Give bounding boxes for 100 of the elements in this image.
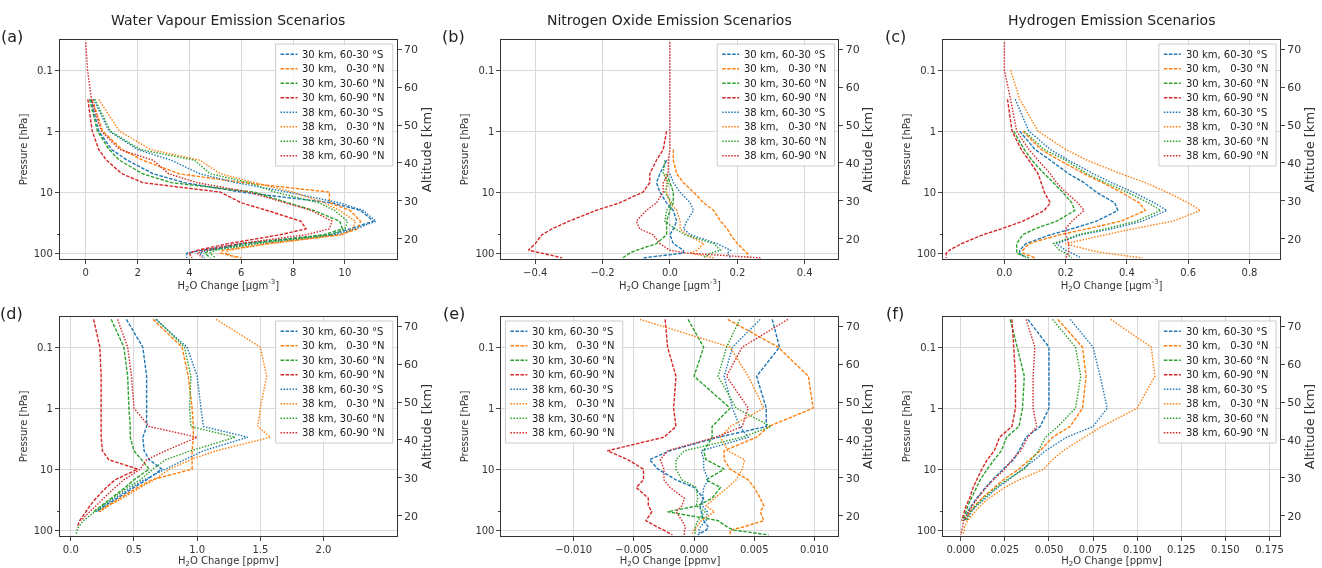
y2-axis-title: Altitude [km] <box>860 106 876 193</box>
x-tick-label: −0.2 <box>590 267 615 278</box>
x-tick-label: 0.4 <box>1118 267 1135 278</box>
y2-tick-label: 70 <box>845 319 860 333</box>
y2-tick-label: 50 <box>404 118 418 132</box>
x-tick-label: 0.175 <box>1255 544 1284 555</box>
legend-label: 38 km, 60-90 °N <box>1186 427 1269 438</box>
legend-label: 30 km, 0-30 °N <box>302 340 385 351</box>
legend-label: 30 km, 0-30 °N <box>532 340 615 351</box>
y2-tick-label: 60 <box>1287 80 1302 94</box>
y2-tick-label: 30 <box>1287 471 1302 485</box>
y-tick-label: 100 <box>33 247 53 259</box>
x-tick-label: 0.5 <box>126 544 142 555</box>
y-tick-label: 1 <box>46 125 53 137</box>
y-tick-label: 10 <box>40 463 53 475</box>
y2-tick-label: 40 <box>845 433 860 447</box>
y-tick-label: 0.1 <box>920 341 937 353</box>
y-tick-label: 0.1 <box>36 64 53 76</box>
y2-tick-label: 30 <box>845 194 860 208</box>
x-tick-label: 0.025 <box>990 544 1020 555</box>
text: (a) <box>1 27 24 46</box>
text: (b) <box>442 27 465 46</box>
x-axis-title: H$_{2}$O Change [μgm$^{-3}$] <box>619 278 721 293</box>
legend-label: 30 km, 0-30 °N <box>1186 63 1269 74</box>
y2-tick-label: 50 <box>404 395 418 409</box>
y2-tick-label: 20 <box>845 232 860 246</box>
y2-tick-label: 50 <box>845 118 860 132</box>
legend-label: 30 km, 30-60 °N <box>532 355 615 366</box>
legend-label: 30 km, 60-30 °S <box>1186 326 1268 337</box>
y-tick-label: 100 <box>33 524 53 536</box>
legend-label: 38 km, 0-30 °N <box>302 121 385 132</box>
legend-label: 30 km, 60-30 °S <box>302 49 384 60</box>
y2-tick-label: 40 <box>404 156 418 170</box>
y-axis-title: Pressure [hPa] <box>901 390 913 463</box>
legend-label: 38 km, 60-30 °S <box>1186 384 1268 395</box>
legend-label: 30 km, 30-60 °N <box>1186 355 1269 366</box>
y-tick-label: 1 <box>488 402 495 414</box>
x-axis-title: H$_{2}$O Change [ppmv] <box>619 554 721 568</box>
x-tick-label: 0.2 <box>729 267 746 278</box>
y-axis-title: Pressure [hPa] <box>17 113 29 186</box>
y-tick-label: 100 <box>917 247 937 259</box>
y2-axis-title: Altitude [km] <box>1301 383 1317 470</box>
x-axis-title: H$_{2}$O Change [ppmv] <box>177 554 279 568</box>
y-tick-label: 1 <box>46 402 53 414</box>
legend-label: 30 km, 0-30 °N <box>1186 340 1269 351</box>
x-axis-title: H$_{2}$O Change [μgm$^{-3}$] <box>1060 278 1163 293</box>
y-tick-label: 0.1 <box>920 64 937 76</box>
x-tick-label: 8 <box>289 267 297 278</box>
y-tick-label: 1 <box>929 402 937 414</box>
y2-tick-label: 40 <box>845 156 860 170</box>
y-axis-title: Pressure [hPa] <box>17 390 29 463</box>
x-tick-label: 0.2 <box>1057 267 1074 278</box>
text: (e) <box>443 304 466 323</box>
legend-label: 30 km, 60-90 °N <box>1186 369 1269 380</box>
legend-label: 38 km, 0-30 °N <box>1186 121 1269 132</box>
y2-tick-label: 20 <box>1287 232 1302 246</box>
legend-label: 30 km, 30-60 °N <box>1186 78 1269 89</box>
y2-tick-label: 40 <box>404 433 418 447</box>
legend-label: 38 km, 60-30 °S <box>302 107 384 118</box>
legend-label: 30 km, 30-60 °N <box>744 78 827 89</box>
legend-label: 30 km, 60-90 °N <box>302 92 385 103</box>
y2-tick-label: 70 <box>1287 42 1302 56</box>
legend-label: 30 km, 60-90 °N <box>302 369 385 380</box>
y2-tick-label: 60 <box>845 357 860 371</box>
y2-axis-title: Altitude [km] <box>418 106 434 193</box>
y-tick-label: 10 <box>923 186 937 198</box>
legend-label: 38 km, 60-30 °S <box>744 107 826 118</box>
legend-label: 38 km, 30-60 °N <box>532 413 615 424</box>
chart-title: Nitrogen Oxide Emission Scenarios <box>547 12 792 28</box>
y2-tick-label: 40 <box>1287 156 1302 170</box>
x-tick-label: 0.005 <box>739 544 769 555</box>
x-tick-label: 6 <box>238 267 245 278</box>
legend-label: 38 km, 60-90 °N <box>744 150 827 161</box>
legend-label: 30 km, 0-30 °N <box>744 63 827 74</box>
y-tick-label: 100 <box>475 524 495 536</box>
legend-label: 30 km, 30-60 °N <box>302 78 385 89</box>
y-tick-label: 10 <box>481 186 495 198</box>
x-tick-label: 0.000 <box>946 544 976 555</box>
x-tick-label: 0.4 <box>796 267 813 278</box>
y2-tick-label: 20 <box>404 232 418 246</box>
legend-label: 38 km, 30-60 °N <box>302 413 385 424</box>
y2-axis-title: Altitude [km] <box>1301 106 1317 193</box>
legend-label: 30 km, 60-30 °S <box>532 326 614 337</box>
x-tick-label: 0.8 <box>1241 267 1258 278</box>
x-tick-label: 1.0 <box>189 544 206 555</box>
legend-label: 38 km, 60-90 °N <box>302 150 385 161</box>
chart-title: Hydrogen Emission Scenarios <box>1008 12 1216 28</box>
y-tick-label: 1 <box>929 125 937 137</box>
legend-label: 38 km, 60-30 °S <box>1186 107 1268 118</box>
y2-tick-label: 70 <box>404 319 418 333</box>
legend-label: 30 km, 0-30 °N <box>302 63 385 74</box>
legend-label: 38 km, 0-30 °N <box>1186 398 1269 409</box>
y-tick-label: 10 <box>481 463 495 475</box>
y2-tick-label: 70 <box>1287 319 1302 333</box>
legend-label: 38 km, 60-90 °N <box>302 427 385 438</box>
x-tick-label: 0.0 <box>996 267 1013 278</box>
x-tick-label: 0.100 <box>1122 544 1152 555</box>
legend-label: 38 km, 0-30 °N <box>744 121 827 132</box>
x-tick-label: 0 <box>82 267 89 278</box>
y-tick-label: 0.1 <box>478 64 495 76</box>
